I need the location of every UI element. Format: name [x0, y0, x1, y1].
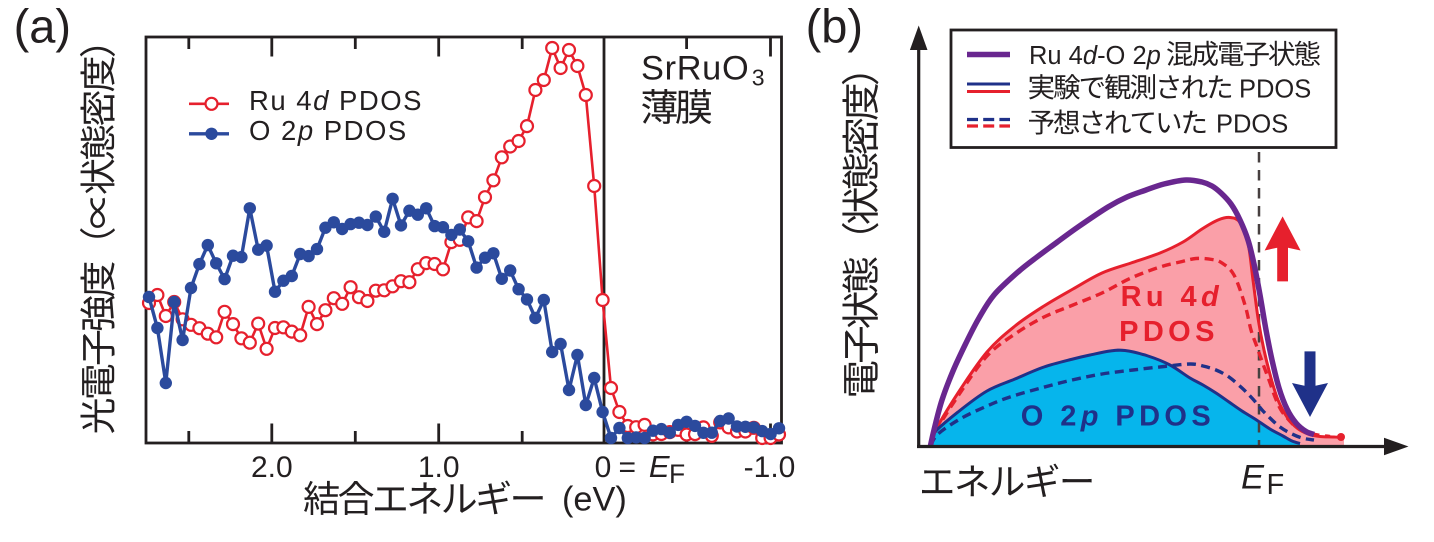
svg-text:Ru 4d-O 2p: Ru 4d-O 2p [1029, 42, 1161, 70]
svg-text:(eV): (eV) [562, 481, 627, 519]
svg-text:0: 0 [595, 451, 612, 484]
svg-text:E: E [1241, 459, 1265, 497]
svg-text:F: F [669, 459, 685, 489]
svg-text:O 2p PDOS: O 2p PDOS [249, 115, 408, 146]
svg-text:=: = [619, 451, 637, 484]
svg-text:O 2p PDOS: O 2p PDOS [1021, 401, 1215, 433]
svg-text:Ru 4d PDOS: Ru 4d PDOS [249, 85, 423, 116]
svg-text:Ru 4d: Ru 4d [1121, 281, 1224, 313]
svg-text:1.0: 1.0 [418, 451, 460, 484]
svg-text:F: F [1267, 469, 1285, 501]
svg-text:2.0: 2.0 [251, 451, 293, 484]
svg-text:3: 3 [752, 65, 765, 91]
svg-text:PDOS: PDOS [1119, 316, 1219, 348]
svg-text:(b): (b) [806, 0, 863, 52]
svg-text:PDOS: PDOS [1216, 111, 1288, 139]
svg-text:(a): (a) [14, 0, 71, 52]
svg-text:-1.0: -1.0 [744, 451, 796, 484]
svg-text:PDOS: PDOS [1239, 76, 1311, 104]
svg-text:SrRuO: SrRuO [641, 50, 749, 88]
svg-text:E: E [649, 449, 670, 484]
